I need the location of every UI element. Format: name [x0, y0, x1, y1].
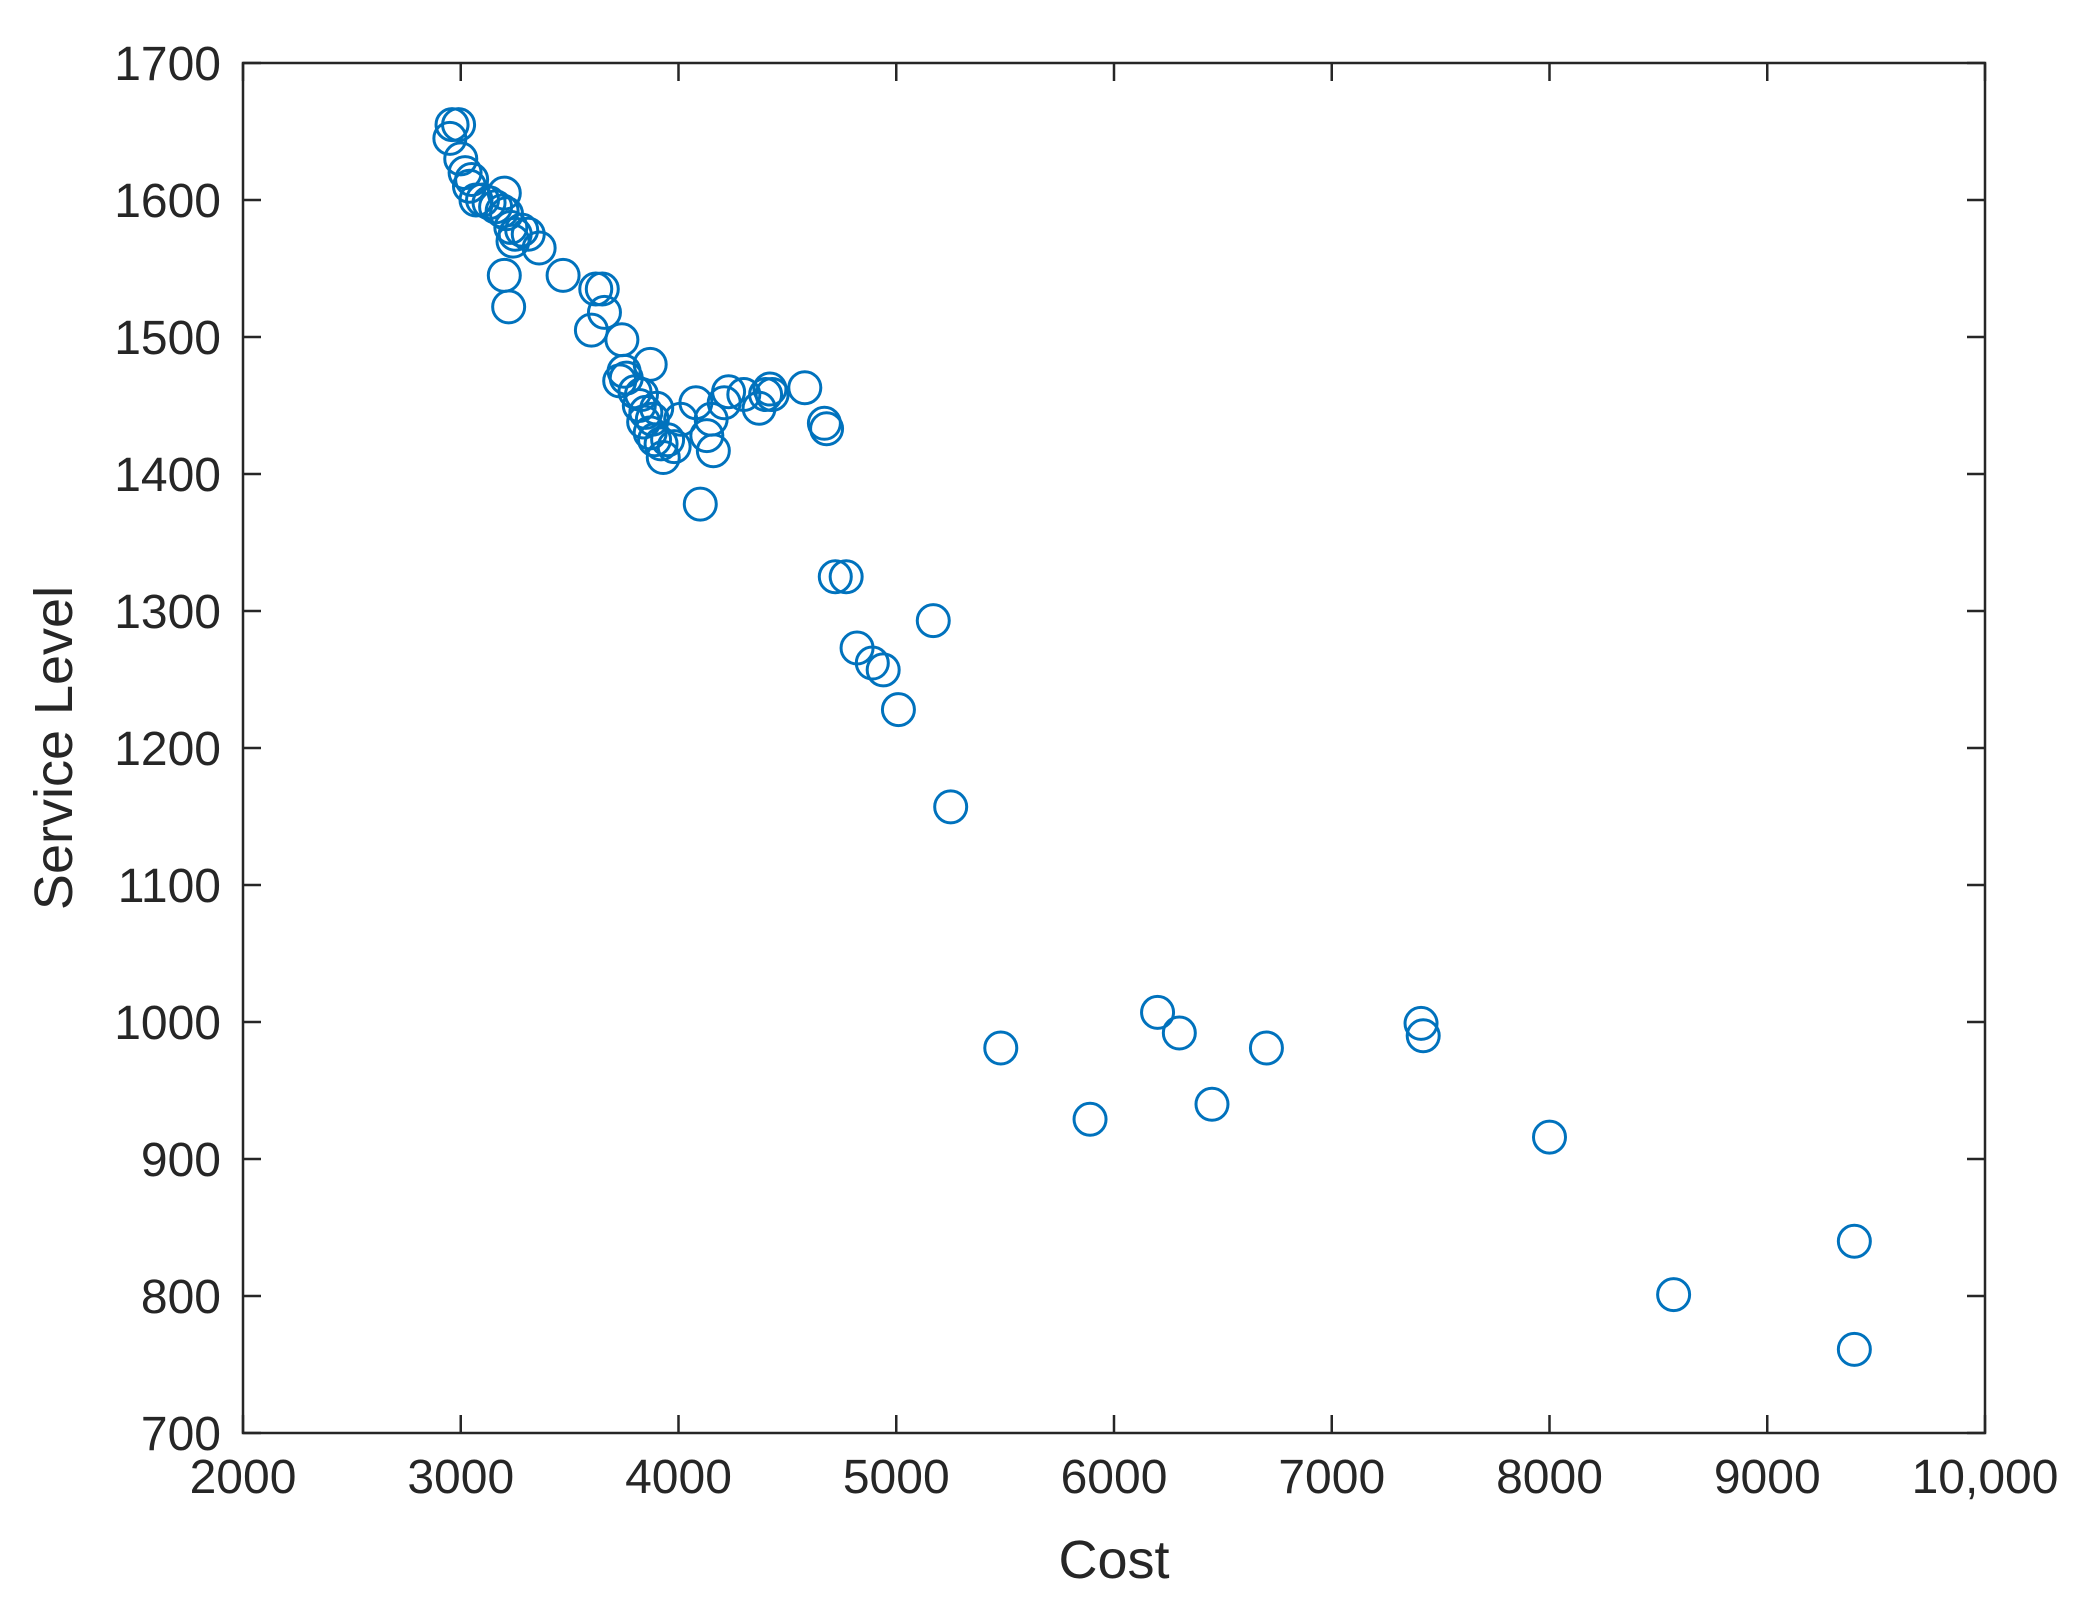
data-point [586, 294, 622, 330]
x-tick-label: 10,000 [1912, 1451, 2059, 1504]
y-tick-label: 1500 [114, 312, 221, 365]
data-point [626, 404, 662, 440]
data-point [521, 230, 557, 266]
x-tick-label: 4000 [625, 1451, 732, 1504]
tick-labels: 2000 3000 4000 5000 6000 7000 8000 9000 10,000 70… [114, 38, 2058, 1504]
y-axis-label: Service Level [24, 586, 84, 910]
data-point [432, 120, 468, 156]
y-tick-label: 1400 [114, 449, 221, 502]
data-point [1656, 1277, 1692, 1313]
data-point [486, 175, 522, 211]
x-tick-label: 3000 [407, 1451, 514, 1504]
x-tick-label: 2000 [190, 1451, 297, 1504]
data-point [809, 411, 845, 447]
y-tick-label: 700 [141, 1408, 221, 1461]
data-point [1161, 1015, 1197, 1051]
data-point [645, 440, 681, 476]
x-axis-label: Cost [1058, 1530, 1169, 1590]
y-tick-label: 1000 [114, 997, 221, 1050]
data-point [754, 377, 790, 413]
data-point [854, 645, 890, 681]
data-point [787, 370, 823, 406]
data-point [545, 257, 581, 293]
data-point [584, 271, 620, 307]
data-point [983, 1030, 1019, 1066]
data-point [1140, 994, 1176, 1030]
y-tick-label: 1100 [118, 860, 221, 913]
data-point [933, 789, 969, 825]
x-tick-label: 8000 [1496, 1451, 1603, 1504]
y-tick-label: 1700 [114, 38, 221, 91]
y-tick-label: 800 [141, 1271, 221, 1324]
data-point [711, 374, 747, 410]
data-point [828, 559, 864, 595]
data-point [1248, 1030, 1284, 1066]
data-point [643, 426, 679, 462]
data-point [495, 223, 531, 259]
data-point [915, 603, 951, 639]
data-points [432, 107, 1872, 1367]
data-point [1072, 1101, 1108, 1137]
x-tick-label: 5000 [843, 1451, 950, 1504]
data-point [491, 289, 527, 325]
data-point [650, 422, 686, 458]
data-point [1405, 1018, 1441, 1054]
data-point [689, 418, 725, 454]
data-point [1403, 1005, 1439, 1041]
y-tick-label: 1300 [114, 586, 221, 639]
data-point [865, 652, 901, 688]
data-point [880, 692, 916, 728]
data-point [695, 433, 731, 469]
y-tick-label: 1200 [114, 723, 221, 776]
data-point [443, 141, 479, 177]
data-point [1194, 1086, 1230, 1122]
data-point [1532, 1119, 1567, 1155]
data-point [1836, 1223, 1872, 1259]
data-point [637, 422, 673, 458]
data-point [682, 486, 718, 522]
x-tick-label: 7000 [1278, 1451, 1385, 1504]
data-point [817, 559, 853, 595]
y-tick-label: 1600 [114, 175, 221, 228]
plot-area-frame [241, 61, 1987, 1435]
y-tick-label: 900 [141, 1134, 221, 1187]
data-point [656, 429, 692, 465]
data-point [1836, 1331, 1872, 1367]
data-point [504, 212, 540, 248]
x-tick-label: 6000 [1061, 1451, 1168, 1504]
x-tick-label: 9000 [1714, 1451, 1821, 1504]
